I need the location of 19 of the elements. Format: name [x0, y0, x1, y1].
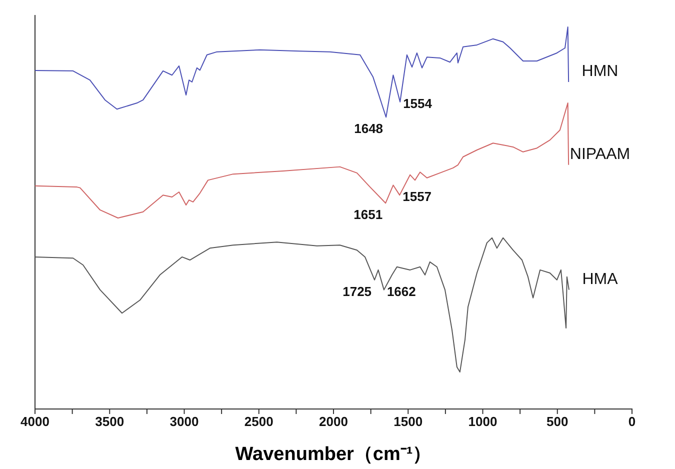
x-tick-label: 2500 — [244, 414, 274, 430]
annotation: 1554 — [403, 96, 433, 111]
x-tick-label: 1000 — [468, 414, 498, 430]
annotation: 1648 — [354, 121, 384, 136]
series-label: HMN — [582, 63, 618, 80]
x-tick-label: 1500 — [394, 414, 423, 430]
annotation: 1725 — [342, 284, 372, 299]
series-label: HMA — [582, 270, 618, 288]
series-label: NIPAAM — [570, 146, 630, 163]
x-axis-title: Wavenumber（cm⁻¹） — [235, 444, 432, 465]
x-tick-label: 4000 — [20, 414, 50, 430]
x-tick-label: 3500 — [95, 414, 124, 430]
x-tick-label: 3000 — [170, 414, 199, 430]
annotation: 1651 — [354, 207, 383, 222]
x-tick-label: 500 — [546, 414, 568, 430]
annotation: 1662 — [386, 284, 416, 299]
x-tick-label: 0 — [628, 414, 636, 430]
annotation: 1557 — [402, 189, 432, 204]
x-tick-label: 2000 — [319, 414, 348, 430]
